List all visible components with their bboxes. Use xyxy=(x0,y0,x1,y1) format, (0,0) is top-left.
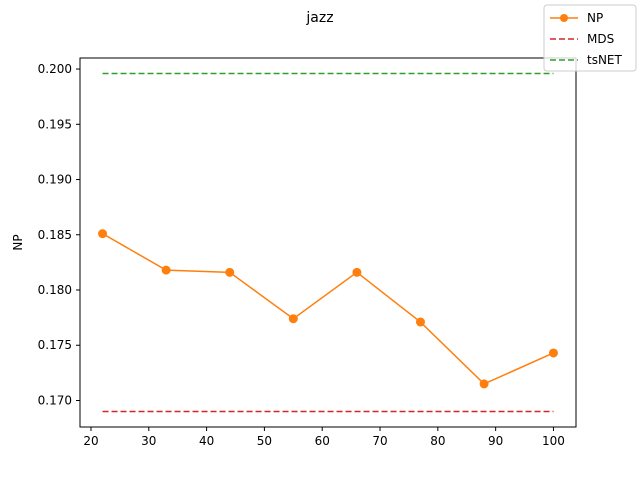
x-tick-label: 60 xyxy=(315,434,330,448)
y-tick-label: 0.185 xyxy=(38,228,72,242)
y-tick-label: 0.170 xyxy=(38,393,72,407)
legend-box xyxy=(543,4,637,72)
axes-frame xyxy=(79,57,577,428)
x-tick-label: 50 xyxy=(257,434,272,448)
chart-title: jazz xyxy=(305,10,333,26)
y-tick-label: 0.200 xyxy=(38,62,72,76)
y-tick-label: 0.190 xyxy=(38,173,72,187)
legend-label-mds: MDS xyxy=(587,32,614,46)
legend: NP MDS tsNET xyxy=(543,4,637,72)
x-tick-label: 20 xyxy=(83,434,98,448)
series-np-point xyxy=(548,348,558,358)
series-np-line xyxy=(102,233,554,385)
x-tick-label: 100 xyxy=(542,434,565,448)
y-axis-label: NP xyxy=(11,234,25,250)
series-np-point xyxy=(352,267,362,277)
y-tick-label: 0.175 xyxy=(38,338,72,352)
series-np-point xyxy=(225,267,235,277)
series-np-point xyxy=(415,317,425,327)
series-np-point xyxy=(161,265,171,275)
y-tick-label: 0.195 xyxy=(38,117,72,131)
legend-label-np: NP xyxy=(587,11,603,25)
x-tick-label: 70 xyxy=(372,434,387,448)
plot-area: 20 30 40 50 60 70 80 90 100 0.170 0.175 0.180 0.185 0… xyxy=(11,57,577,448)
y-tick-label: 0.180 xyxy=(38,283,72,297)
legend-label-tsnet: tsNET xyxy=(587,53,623,67)
x-tick-label: 30 xyxy=(141,434,156,448)
x-tick-label: 90 xyxy=(488,434,503,448)
series-np-point xyxy=(479,379,489,389)
legend-marker-np xyxy=(560,14,568,22)
x-tick-label: 80 xyxy=(430,434,445,448)
x-tick-label: 40 xyxy=(199,434,214,448)
series-np-point xyxy=(288,314,298,324)
series-np-point xyxy=(98,229,108,239)
